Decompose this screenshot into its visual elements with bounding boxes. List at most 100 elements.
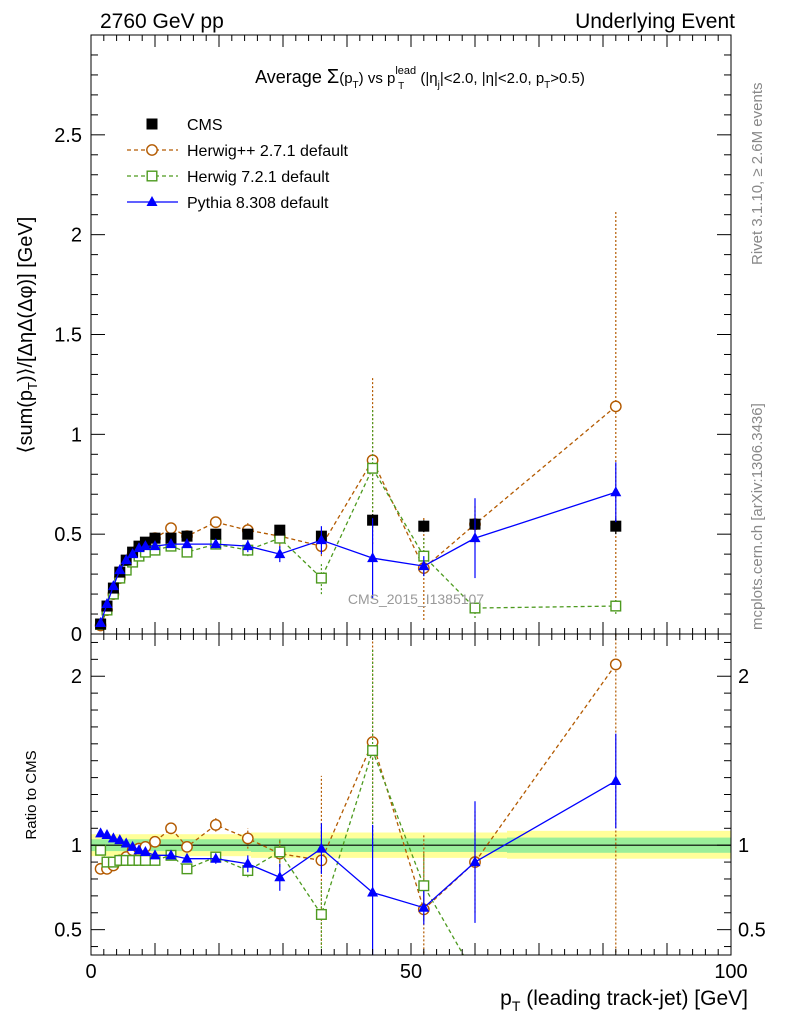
ratio-point-3-4 xyxy=(120,837,132,848)
main-point-3-18 xyxy=(610,486,622,497)
rivet-label: Rivet 3.1.10, ≥ 2.6M events xyxy=(749,83,766,266)
ratio-y-tick-label-right: 1 xyxy=(738,835,749,857)
ratio-point-2-15 xyxy=(367,745,379,757)
title-sub-t1: T xyxy=(353,80,359,91)
ratio-plot-frame xyxy=(90,633,732,956)
mcplots-label: mcplots.cern.ch [arXiv:1306.3436] xyxy=(749,403,766,630)
title-part6: >0.5) xyxy=(550,70,585,87)
main-point-0-16 xyxy=(418,520,430,532)
ratio-point-3-3 xyxy=(114,834,126,845)
legend: CMS Herwig++ 2.7.1 default Herwig 7.2.1 de… xyxy=(127,117,349,212)
main-point-1-18 xyxy=(609,400,622,413)
ratio-point-2-18 xyxy=(611,965,621,975)
ratio-point-1-18 xyxy=(609,658,622,671)
main-point-3-17 xyxy=(469,532,481,543)
main-point-3-1 xyxy=(101,598,113,609)
ratio-point-2-0 xyxy=(95,844,107,856)
legend-entry-1: Herwig++ 2.7.1 default xyxy=(127,143,349,160)
legend-label-0: CMS xyxy=(187,117,223,134)
main-point-2-18 xyxy=(610,600,622,612)
main-point-3-5 xyxy=(127,548,139,559)
x-tick-label: 100 xyxy=(714,961,747,983)
ratio-point-3-15 xyxy=(367,886,379,897)
legend-entry-2: Herwig 7.2.1 default xyxy=(127,169,330,186)
ratio-point-1-10 xyxy=(181,840,193,853)
main-plot-data xyxy=(94,210,622,632)
main-point-0-10 xyxy=(181,530,193,542)
legend-entry-0: CMS xyxy=(146,117,223,134)
legend-marker-0 xyxy=(146,118,158,130)
ratio-point-3-2 xyxy=(107,832,119,843)
ratio-y-tick-label-right: 0.5 xyxy=(738,920,766,942)
title-part2: (p xyxy=(339,70,352,87)
main-series-1 xyxy=(94,210,622,632)
main-ylabel-text: ⟨sum(p xyxy=(15,390,37,453)
ratio-point-2-14 xyxy=(315,908,327,920)
ratio-series-3 xyxy=(95,733,622,955)
main-point-0-11 xyxy=(210,528,222,540)
header-topic: Underlying Event xyxy=(575,10,735,33)
title-part3: ) vs p xyxy=(359,70,396,87)
main-point-3-9 xyxy=(165,538,177,549)
ratio-point-3-0 xyxy=(95,827,107,838)
legend-marker-3 xyxy=(146,196,158,206)
main-point-2-14 xyxy=(315,572,327,584)
main-series-3 xyxy=(95,462,622,628)
ratio-y-tick-label-right: 2 xyxy=(738,666,749,688)
main-point-2-15 xyxy=(367,462,379,474)
title-part5: |<2.0, |η|<2.0, p xyxy=(440,70,544,87)
ratio-point-3-1 xyxy=(101,829,113,840)
ratio-point-1-12 xyxy=(241,832,254,845)
ratio-point-3-12 xyxy=(242,857,254,868)
title-sub-t2: T xyxy=(398,81,404,92)
xlabel-p: p xyxy=(500,987,512,1010)
x-tick-label: 0 xyxy=(85,961,96,983)
title-sub-t3: T xyxy=(544,80,550,91)
x-axis-label: pT (leading track-jet) [GeV] xyxy=(500,987,748,1014)
main-point-1-9 xyxy=(165,522,177,535)
ratio-y-tick-label-left: 0.5 xyxy=(54,920,82,942)
ratio-series-1 xyxy=(94,634,622,955)
ratio-point-2-17 xyxy=(470,970,480,980)
main-y-tick-label: 1 xyxy=(71,424,82,446)
legend-entry-3: Pythia 8.308 default xyxy=(127,195,329,212)
ratio-line-1 xyxy=(100,664,617,911)
ratio-point-3-5 xyxy=(127,840,139,851)
ratio-series-2 xyxy=(95,649,621,980)
ratio-point-2-16 xyxy=(418,880,430,892)
xlabel-sub: T xyxy=(512,998,521,1014)
main-y-axis-label: ⟨sum(pT)⟩/[ΔηΔ(Δφ)] [GeV] xyxy=(15,217,40,454)
main-point-1-11 xyxy=(209,516,222,529)
ratio-y-tick-label-left: 1 xyxy=(71,835,82,857)
title-sup-lead: lead xyxy=(395,65,416,77)
ratio-point-3-17 xyxy=(469,856,481,867)
ratio-point-1-9 xyxy=(165,822,177,835)
title-sub-j: j xyxy=(437,80,440,91)
header-energy: 2760 GeV pp xyxy=(100,10,224,33)
ratio-point-3-13 xyxy=(274,871,286,882)
ratio-point-2-7 xyxy=(139,854,151,866)
main-point-3-4 xyxy=(120,554,132,565)
ratio-point-3-7 xyxy=(139,845,151,856)
main-point-2-10 xyxy=(181,546,193,558)
title-part4: (|η xyxy=(416,70,437,87)
main-point-2-17 xyxy=(469,602,481,614)
ratio-point-2-13 xyxy=(274,846,286,858)
main-point-0-13 xyxy=(274,524,286,536)
ratio-point-1-8 xyxy=(149,835,161,848)
main-y-tick-label: 2.5 xyxy=(54,125,82,147)
ratio-point-1-11 xyxy=(209,819,222,831)
main-point-3-15 xyxy=(367,552,379,563)
ratio-plot-data xyxy=(94,634,622,980)
main-point-3-16 xyxy=(418,560,430,571)
ratio-point-3-16 xyxy=(418,901,430,912)
ratio-point-3-11 xyxy=(210,852,222,863)
main-point-3-8 xyxy=(149,540,161,551)
title-sigma: Σ xyxy=(327,66,339,88)
legend-marker-1 xyxy=(146,144,158,156)
analysis-watermark: CMS_2015_I1385107 xyxy=(348,591,484,607)
ratio-line-2 xyxy=(100,748,465,955)
main-ylabel-rest: )⟩/[ΔηΔ(Δφ)] [GeV] xyxy=(15,217,37,382)
